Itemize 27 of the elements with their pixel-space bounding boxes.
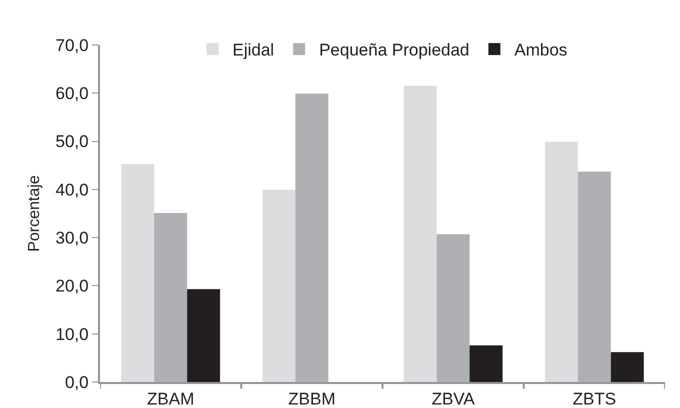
y-tick-label: 60,0 [56,84,89,104]
legend-label: Pequeña Propiedad [319,40,470,60]
x-tick-label: ZBVA [432,389,476,408]
y-axis-title: Porcentaje [26,175,43,252]
y-tick-label: 30,0 [56,228,89,248]
x-tick-label: ZBAM [147,389,194,408]
legend-label: Ejidal [232,40,274,60]
bar [544,142,578,382]
bar [187,289,220,382]
bar [578,172,611,382]
y-tick-label: 70,0 [56,36,89,55]
bar [295,94,328,382]
y-tick-label: 50,0 [56,132,89,152]
legend-label: Ambos [514,40,568,60]
y-tick-label: 20,0 [56,276,89,296]
bar [610,352,644,382]
bar [470,345,503,382]
bar [262,190,296,382]
bar [404,86,437,382]
bar [121,164,154,382]
bar [154,213,188,382]
y-tick-label: 10,0 [56,324,89,344]
x-tick-label: ZBBM [288,389,336,408]
bar [436,234,470,382]
x-tick-label: ZBTS [572,389,616,408]
y-tick-label: 40,0 [56,180,89,200]
y-tick-label: 0,0 [64,372,89,392]
